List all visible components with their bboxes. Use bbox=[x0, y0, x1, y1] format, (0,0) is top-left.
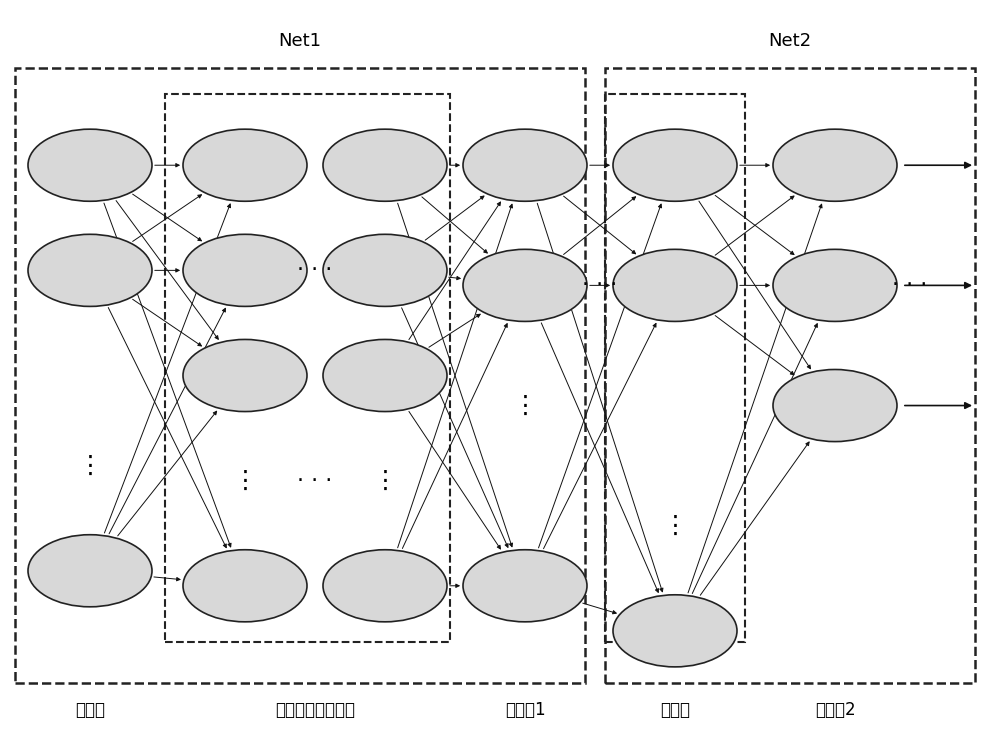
Ellipse shape bbox=[183, 339, 307, 412]
Text: Net2: Net2 bbox=[768, 32, 812, 50]
Ellipse shape bbox=[323, 129, 447, 201]
Text: · · ·: · · · bbox=[297, 261, 333, 280]
Text: ⋮: ⋮ bbox=[512, 394, 538, 418]
Bar bbox=[165, 94, 450, 642]
Ellipse shape bbox=[28, 234, 152, 306]
Text: · · ·: · · · bbox=[892, 276, 928, 295]
Ellipse shape bbox=[463, 249, 587, 321]
Ellipse shape bbox=[183, 550, 307, 622]
Ellipse shape bbox=[323, 550, 447, 622]
Ellipse shape bbox=[28, 129, 152, 201]
Ellipse shape bbox=[613, 249, 737, 321]
Ellipse shape bbox=[773, 369, 897, 442]
Ellipse shape bbox=[463, 129, 587, 201]
Ellipse shape bbox=[613, 595, 737, 667]
Text: ⋮: ⋮ bbox=[232, 469, 258, 493]
Text: ⋮: ⋮ bbox=[78, 454, 103, 478]
Text: 输入层: 输入层 bbox=[75, 701, 105, 719]
Ellipse shape bbox=[323, 234, 447, 306]
Ellipse shape bbox=[28, 535, 152, 607]
Ellipse shape bbox=[323, 339, 447, 412]
Text: Net1: Net1 bbox=[278, 32, 322, 50]
Text: ⋮: ⋮ bbox=[372, 469, 398, 493]
Ellipse shape bbox=[613, 129, 737, 201]
Text: · · ·: · · · bbox=[297, 471, 333, 490]
Text: 输出层1: 输出层1 bbox=[505, 701, 545, 719]
Ellipse shape bbox=[183, 129, 307, 201]
Ellipse shape bbox=[183, 234, 307, 306]
Ellipse shape bbox=[773, 249, 897, 321]
Text: · · ·: · · · bbox=[582, 276, 618, 295]
Bar bbox=[605, 94, 745, 642]
Ellipse shape bbox=[463, 550, 587, 622]
Text: 知识层: 知识层 bbox=[660, 701, 690, 719]
Bar bbox=[605, 68, 975, 683]
Ellipse shape bbox=[773, 129, 897, 201]
Bar bbox=[15, 68, 585, 683]
Text: 输出层2: 输出层2 bbox=[815, 701, 855, 719]
Text: ⋮: ⋮ bbox=[662, 514, 688, 538]
Text: 自编码特征抽象层: 自编码特征抽象层 bbox=[275, 701, 355, 719]
